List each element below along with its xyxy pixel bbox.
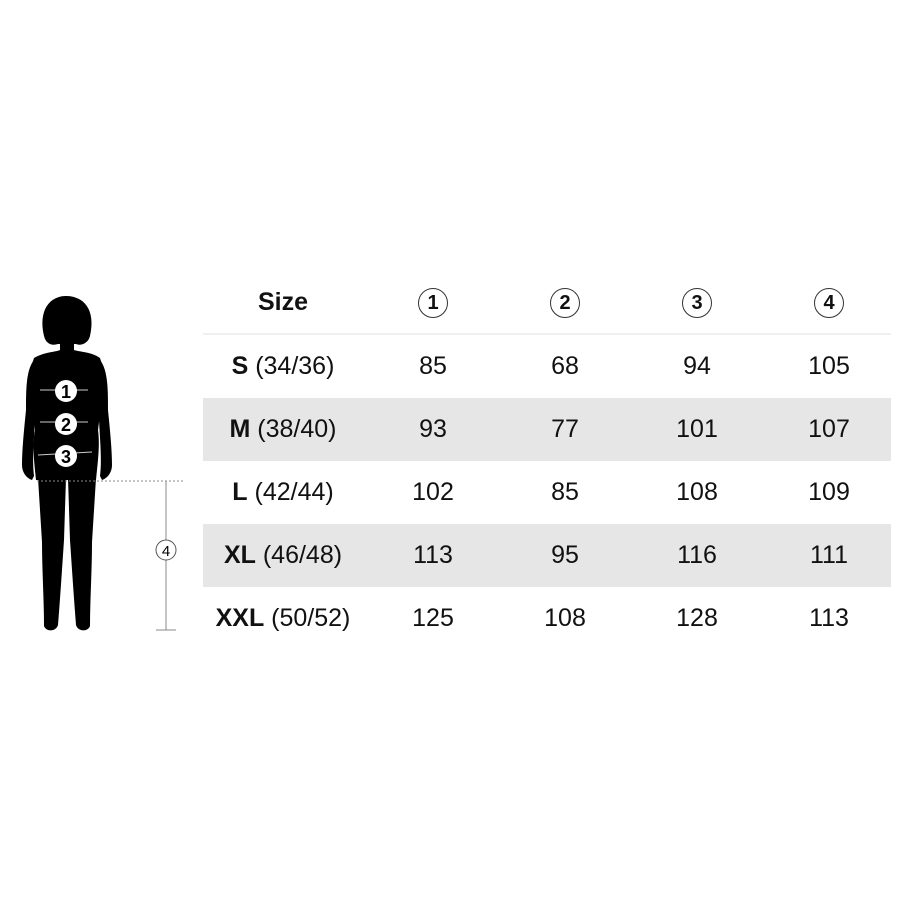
marker-4: 4	[155, 539, 177, 561]
svg-text:1: 1	[61, 382, 71, 402]
size-eu: (46/48)	[262, 541, 343, 569]
size-column-header: Size	[257, 288, 309, 316]
measurement-cell-2: 68	[551, 352, 579, 380]
size-code: XL	[223, 541, 256, 569]
column-header-2: 2	[550, 288, 580, 318]
column-header-1: 1	[418, 288, 448, 318]
measurement-cell-1: 85	[419, 352, 447, 380]
size-label-cell: XL (46/48)	[203, 541, 363, 570]
size-label-cell: S (34/36)	[203, 352, 363, 381]
svg-text:4: 4	[162, 543, 170, 560]
size-eu: (42/44)	[254, 478, 334, 506]
marker-3: 3	[55, 445, 77, 467]
size-code: M	[229, 415, 251, 443]
measurement-cell-1: 102	[412, 478, 454, 506]
measurement-cell-1: 93	[419, 415, 447, 443]
measurement-cell-3: 108	[676, 478, 718, 506]
size-eu: (34/36)	[255, 352, 335, 380]
body-silhouette-figure: 1 2 3 4	[0, 280, 220, 640]
size-label-cell: M (38/40)	[203, 415, 363, 444]
size-code: XXL	[215, 604, 265, 632]
size-code: S	[231, 352, 249, 380]
svg-text:3: 3	[61, 447, 71, 467]
table-row: L (42/44) 102 85 108 109	[203, 461, 891, 524]
measurement-cell-4: 105	[808, 352, 850, 380]
size-code: L	[232, 478, 248, 506]
size-chart-table: Size 1 2 3 4 S (34/36) 85 68 94 105 M (38/40)…	[203, 272, 891, 650]
measurement-cell-4: 113	[809, 604, 849, 632]
column-header-3: 3	[682, 288, 712, 318]
measurement-cell-3: 116	[677, 541, 717, 569]
table-header-row: Size 1 2 3 4	[203, 272, 891, 335]
marker-2: 2	[55, 413, 77, 435]
marker-1: 1	[55, 380, 77, 402]
size-eu: (38/40)	[257, 415, 337, 443]
measurement-cell-2: 85	[551, 478, 579, 506]
size-label-cell: XXL (50/52)	[203, 604, 363, 633]
measurement-cell-2: 95	[551, 541, 579, 569]
measurement-cell-2: 77	[551, 415, 579, 443]
svg-text:2: 2	[61, 415, 71, 435]
measurement-cell-4: 109	[808, 478, 850, 506]
size-label-cell: L (42/44)	[203, 478, 363, 507]
measurement-cell-3: 94	[683, 352, 711, 380]
table-row: M (38/40) 93 77 101 107	[203, 398, 891, 461]
column-header-4: 4	[814, 288, 844, 318]
measurement-cell-4: 111	[809, 541, 848, 569]
table-row: XXL (50/52) 125 108 128 113	[203, 587, 891, 650]
measurement-cell-3: 128	[676, 604, 718, 632]
measurement-cell-1: 125	[412, 604, 454, 632]
measurement-cell-1: 113	[413, 541, 453, 569]
table-row: S (34/36) 85 68 94 105	[203, 335, 891, 398]
measurement-cell-2: 108	[544, 604, 586, 632]
size-eu: (50/52)	[271, 604, 351, 632]
woman-silhouette-icon: 1 2 3 4	[22, 296, 185, 631]
measurement-cell-3: 101	[676, 415, 718, 443]
table-row: XL (46/48) 113 95 116 111	[203, 524, 891, 587]
measurement-cell-4: 107	[808, 415, 850, 443]
